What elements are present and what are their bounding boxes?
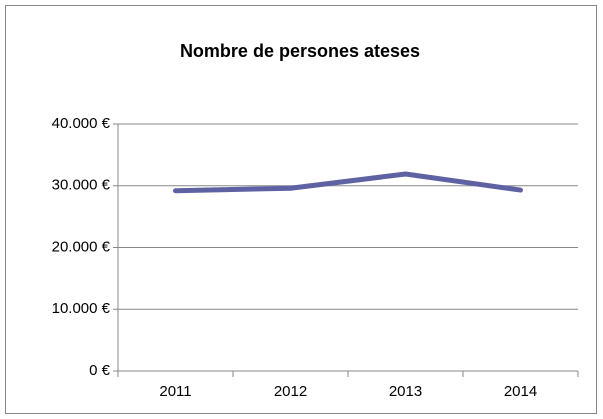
y-tick-label: 40.000 € xyxy=(52,115,111,132)
chart-border xyxy=(5,5,597,414)
x-tick-label: 2013 xyxy=(389,383,422,400)
x-tick-label: 2011 xyxy=(159,383,191,400)
y-tick-label: 0 € xyxy=(89,362,111,379)
x-tick-label: 2014 xyxy=(504,383,537,400)
x-tick-label: 2012 xyxy=(274,383,307,400)
data-line xyxy=(173,171,523,194)
chart-title: Nombre de persones ateses xyxy=(180,41,420,61)
y-tick-label: 30.000 € xyxy=(52,177,111,194)
y-tick-label: 20.000 € xyxy=(52,238,111,255)
y-tick-label: 10.000 € xyxy=(52,300,111,317)
